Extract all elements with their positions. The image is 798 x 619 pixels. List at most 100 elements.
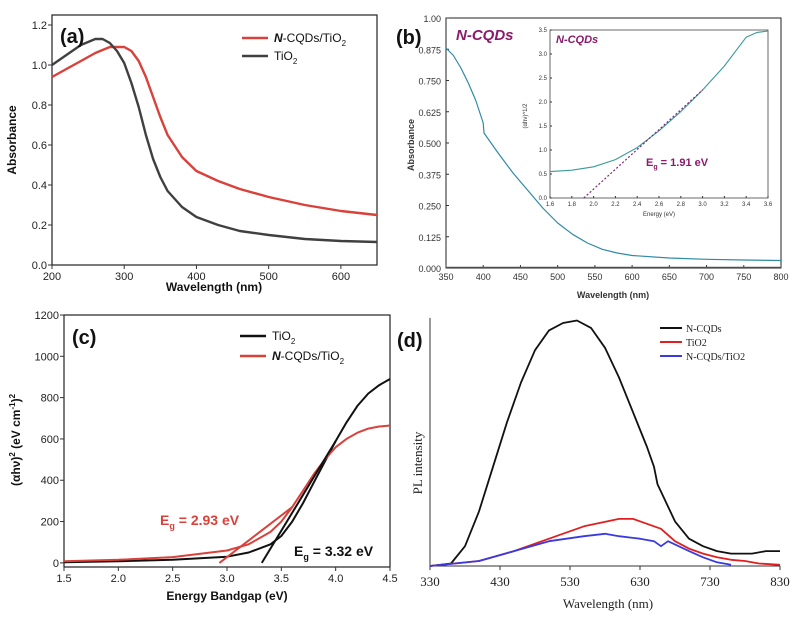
panel-d-xtick-label: 430 (490, 574, 510, 589)
panel-b-inset: 1.6 1.8 2.0 2.2 2.4 2.6 2.8 3.0 3.2 3.4 3.6 0.0 0.5 1… (523, 28, 773, 218)
panel-b-ylabel: Absorbance (406, 119, 416, 171)
inset-xtick-label: 3.2 (720, 202, 729, 208)
inset-ytick-label: 2.5 (539, 76, 548, 82)
inset-xtick-label: 2.2 (611, 202, 620, 208)
panel-a-series-n-cqds-tio2 (51, 45, 378, 217)
panel-c-ytick-label: 1000 (35, 351, 59, 363)
inset-xtick-label: 3.6 (764, 202, 773, 208)
panel-d-ylabel: PL intensity (410, 431, 425, 494)
panel-d-xtick-label: 330 (420, 574, 440, 589)
panel-b-ytick-label: 0.750 (418, 77, 441, 87)
inset-ylabel: (αhν)^1/2 (523, 103, 529, 129)
panel-a-xtick-label: 400 (187, 271, 205, 283)
panel-b-ytick-label: 0.625 (418, 108, 441, 118)
inset-xtick-label: 2.8 (677, 202, 686, 208)
panel-d-xtick-label: 630 (630, 574, 650, 589)
panel-b-xtick-label: 650 (662, 272, 677, 282)
inset-title: N-CQDs (556, 34, 598, 46)
panel-c-series-tangent-ncqd (218, 506, 293, 564)
annotation-eg-tio2: Eg = 3.32 eV (294, 543, 374, 562)
panel-d-series-n-cqds (429, 319, 780, 567)
panel-c-xtick-label: 3.5 (274, 573, 289, 585)
panel-a: 200 300 400 500 600 0.0 0.2 0.4 0.6 0.8 1.0 1.2 (a)… (5, 14, 378, 294)
panel-c-ytick-label: 200 (41, 517, 59, 529)
panel-a-ytick-label: 0.6 (32, 140, 47, 152)
panel-c-xtick-label: 2.0 (111, 573, 126, 585)
panel-a-series-tio2 (51, 37, 378, 244)
panel-c-xtick-label: 3.0 (219, 573, 234, 585)
panel-b-ytick-label: 0.125 (418, 233, 441, 243)
panel-b: 350 400 450 500 550 600 650 700 750 800 0.000 0.125… (396, 14, 789, 300)
inset-xtick-label: 2.0 (589, 202, 598, 208)
panel-a-ytick-label: 0.4 (32, 180, 47, 192)
panel-b-xtick-label: 500 (550, 272, 565, 282)
panel-c-series-n-cqds-tio2 (63, 424, 391, 563)
panel-b-xtick-label: 550 (587, 272, 602, 282)
inset-xtick-label: 3.4 (742, 202, 751, 208)
inset-ytick-label: 0.0 (539, 196, 548, 202)
panel-c-xtick-label: 4.0 (328, 573, 343, 585)
panel-b-label: (b) (396, 27, 422, 49)
panel-d-xtick-label: 730 (700, 574, 720, 589)
inset-frame (549, 29, 769, 199)
panel-a-ytick-label: 0.8 (32, 100, 47, 112)
panel-c-series-tangent-tio2 (260, 440, 337, 564)
panel-b-title: N-CQDs (456, 27, 514, 44)
panel-a-ytick-label: 0.2 (32, 220, 47, 232)
panel-a-xtick-label: 300 (115, 271, 133, 283)
panel-c: 1.5 2.0 2.5 3.0 3.5 4.0 4.5 0 200 400 600 800 1000 12… (8, 310, 398, 603)
panel-a-legend: N-CQDs/TiO2 TiO2 (242, 31, 347, 66)
panel-b-xtick-label: 450 (513, 272, 528, 282)
inset-xtick-label: 3.0 (698, 202, 707, 208)
panel-a-ytick-label: 1.2 (32, 20, 47, 32)
panel-b-xlabel: Wavelength (nm) (577, 290, 649, 300)
panel-b-xtick-label: 750 (736, 272, 751, 282)
panel-c-ytick-label: 600 (41, 434, 59, 446)
inset-series-curve (549, 30, 769, 173)
inset-ytick-label: 2.0 (539, 100, 548, 106)
legend-label-ncqd-tio2-d: N-CQDs/TiO2 (686, 352, 745, 363)
panel-a-label: (a) (60, 26, 84, 48)
panel-d-xlabel: Wavelength (nm) (563, 596, 653, 611)
panel-c-ytick-label: 1200 (35, 310, 59, 322)
panel-c-xtick-label: 2.5 (165, 573, 180, 585)
panel-a-frame (51, 14, 378, 266)
panel-b-series-n-cqds (445, 47, 782, 262)
panel-d-series-tio2 (429, 518, 781, 567)
panel-c-xtick-label: 4.5 (382, 573, 397, 585)
panel-b-ytick-label: 0.875 (418, 45, 441, 55)
panel-a-xlabel: Wavelength (nm) (166, 280, 262, 294)
panel-d-label: (d) (397, 330, 423, 352)
panel-c-legend: TiO2 N-CQDs/TiO2 (240, 329, 345, 366)
panel-d-xtick-label: 830 (770, 574, 790, 589)
panel-c-ytick-label: 400 (41, 475, 59, 487)
panel-d-legend: N-CQDs TiO2 N-CQDs/TiO2 (660, 324, 745, 363)
panel-b-ytick-label: 0.000 (418, 264, 441, 274)
legend-label-ncqd-tio2-c: N-CQDs/TiO2 (272, 349, 345, 366)
panel-b-xtick-label: 350 (438, 272, 453, 282)
panel-d-series-n-cqds-tio2 (429, 532, 732, 567)
inset-ytick-label: 1.5 (539, 124, 548, 130)
panel-c-label: (c) (72, 327, 96, 349)
panel-b-xtick-label: 700 (699, 272, 714, 282)
legend-label-ncqd-d: N-CQDs (686, 324, 722, 335)
panel-a-ylabel: Absorbance (5, 105, 19, 175)
panel-a-xtick-label: 600 (332, 271, 350, 283)
panel-d-xtick-label: 530 (560, 574, 580, 589)
legend-label-tio2-d: TiO2 (686, 338, 707, 349)
panel-c-xtick-label: 1.5 (56, 573, 71, 585)
panel-b-xtick-label: 400 (476, 272, 491, 282)
inset-xtick-label: 1.8 (568, 202, 577, 208)
inset-series-tangent (583, 89, 704, 199)
panel-b-ytick-label: 0.500 (418, 139, 441, 149)
legend-label-tio2: TiO2 (274, 49, 298, 66)
panel-b-xtick-label: 600 (625, 272, 640, 282)
panel-b-ytick-label: 1.00 (423, 14, 441, 24)
inset-ytick-label: 3.5 (539, 28, 548, 34)
inset-ytick-label: 3.0 (539, 52, 548, 58)
panel-c-ytick-label: 800 (41, 393, 59, 405)
panel-c-ytick-label: 0 (53, 558, 59, 570)
panel-b-ytick-label: 0.250 (418, 202, 441, 212)
inset-xtick-label: 2.6 (655, 202, 664, 208)
